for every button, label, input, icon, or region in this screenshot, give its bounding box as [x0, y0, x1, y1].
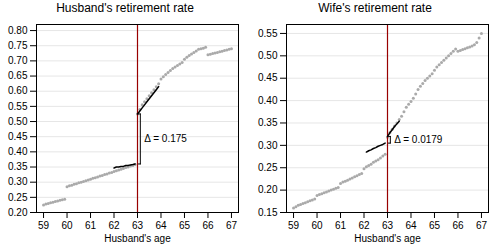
svg-text:0.35: 0.35	[258, 117, 278, 128]
svg-text:Husband's age: Husband's age	[354, 233, 421, 244]
html-text:Wife's retirement rate: Wife's retirement rate	[318, 1, 432, 15]
svg-text:0.35: 0.35	[8, 161, 28, 172]
svg-text:62: 62	[108, 220, 120, 231]
svg-text:0.30: 0.30	[258, 140, 278, 151]
svg-text:0.20: 0.20	[8, 207, 28, 218]
svg-text:0.30: 0.30	[8, 176, 28, 187]
svg-text:0.50: 0.50	[258, 50, 278, 61]
svg-text:0.20: 0.20	[258, 184, 278, 195]
svg-text:60: 60	[61, 220, 73, 231]
svg-text:0.15: 0.15	[258, 207, 278, 218]
svg-text:64: 64	[405, 220, 417, 231]
svg-text:61: 61	[335, 220, 347, 231]
svg-text:0.70: 0.70	[8, 55, 28, 66]
svg-text:63: 63	[132, 220, 144, 231]
svg-text:0.45: 0.45	[258, 72, 278, 83]
svg-text:59: 59	[38, 220, 50, 231]
svg-text:0.65: 0.65	[8, 70, 28, 81]
svg-text:0.50: 0.50	[8, 116, 28, 127]
svg-text:63: 63	[382, 220, 394, 231]
svg-text:59: 59	[288, 220, 300, 231]
svg-text:60: 60	[311, 220, 323, 231]
svg-text:0.40: 0.40	[8, 146, 28, 157]
svg-text:0.45: 0.45	[8, 131, 28, 142]
svg-text:65: 65	[179, 220, 191, 231]
svg-text:Husband's age: Husband's age	[104, 233, 171, 244]
svg-text:0.60: 0.60	[8, 85, 28, 96]
svg-text:0.25: 0.25	[8, 192, 28, 203]
svg-text:Δ = 0.175: Δ = 0.175	[144, 133, 187, 144]
svg-text:0.25: 0.25	[258, 162, 278, 173]
html-text:Husband's retirement rate: Husband's retirement rate	[56, 1, 194, 15]
svg-text:65: 65	[429, 220, 441, 231]
svg-text:0.80: 0.80	[8, 25, 28, 36]
svg-text:67: 67	[226, 220, 238, 231]
svg-text:64: 64	[155, 220, 167, 231]
svg-text:0.75: 0.75	[8, 40, 28, 51]
svg-text:61: 61	[85, 220, 97, 231]
svg-text:62: 62	[358, 220, 370, 231]
svg-text:0.55: 0.55	[8, 101, 28, 112]
svg-text:0.40: 0.40	[258, 95, 278, 106]
svg-text:66: 66	[452, 220, 464, 231]
svg-text:67: 67	[476, 220, 488, 231]
svg-text:0.55: 0.55	[258, 28, 278, 39]
svg-text:66: 66	[202, 220, 214, 231]
svg-text:Δ = 0.0179: Δ = 0.0179	[394, 134, 443, 145]
